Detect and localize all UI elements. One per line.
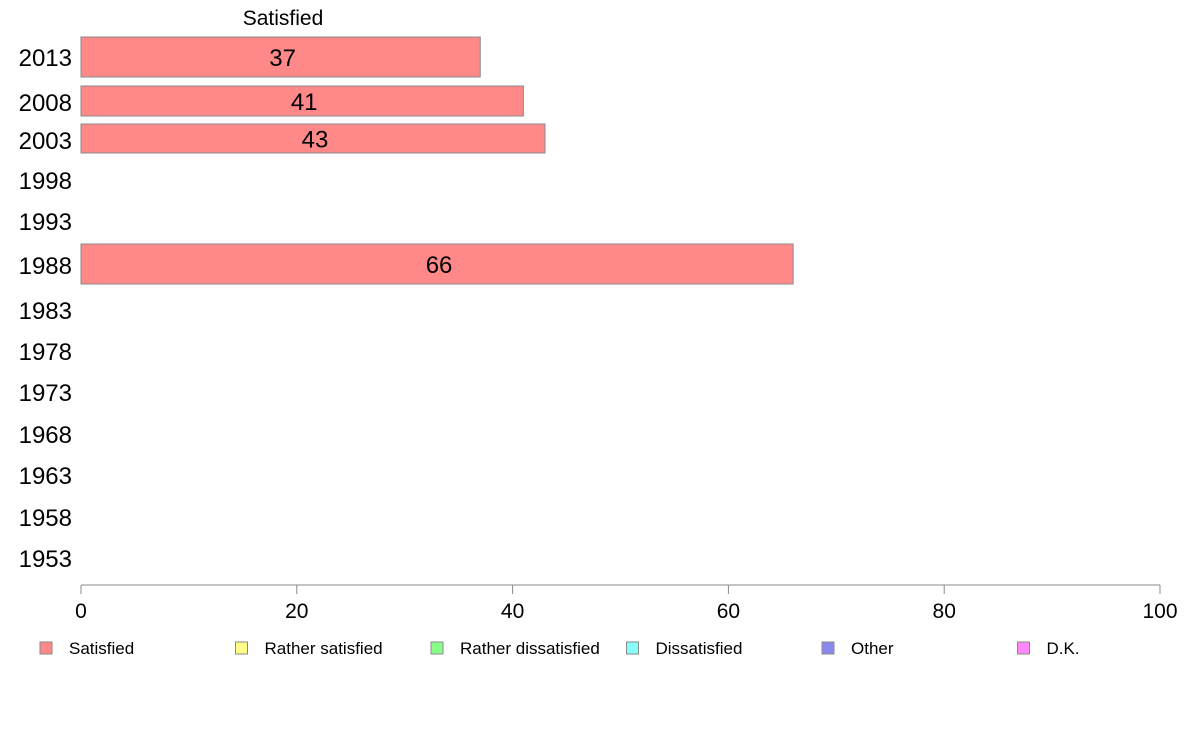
bar [80, 243, 794, 285]
y-tick-label: 1958 [19, 505, 72, 532]
legend-swatch [39, 641, 53, 655]
x-tick-label: 100 [1142, 600, 1177, 623]
legend-label: Rather satisfied [265, 639, 383, 658]
legend-label: Dissatisfied [656, 639, 743, 658]
legend-label: D.K. [1047, 639, 1080, 658]
legend: Satisfied Rather satisfied Rather dissatis… [39, 639, 1080, 658]
legend-swatch [626, 641, 639, 655]
bar-value-label: 43 [302, 127, 329, 154]
bar-value-label: 37 [269, 45, 296, 72]
bar [80, 123, 546, 154]
y-tick-label: 1963 [19, 463, 72, 490]
series-header: Satisfied [243, 7, 324, 30]
y-tick-label: 2003 [19, 128, 72, 155]
y-tick-labels: 2013 2008 2003 1998 1993 1988 1983 1978 1973 1968… [19, 45, 72, 573]
x-tick-label: 20 [285, 600, 308, 623]
y-tick-label: 1993 [19, 209, 72, 236]
x-tick-label: 80 [933, 600, 956, 623]
legend-swatch [821, 641, 835, 655]
y-tick-label: 1968 [19, 422, 72, 449]
x-axis: 0 20 40 60 80 100 [75, 584, 1178, 623]
y-tick-label: 1973 [19, 380, 72, 407]
legend-label: Rather dissatisfied [460, 639, 600, 658]
bar-value-label: 41 [291, 89, 318, 116]
y-tick-label: 1983 [19, 298, 72, 325]
bar [80, 36, 481, 78]
legend-swatch [1017, 641, 1030, 655]
legend-label: Satisfied [69, 639, 134, 658]
legend-swatch [235, 641, 248, 655]
y-tick-label: 1998 [19, 168, 72, 195]
x-tick-label: 40 [501, 600, 524, 623]
bar-value-label: 66 [426, 252, 453, 279]
y-tick-label: 1953 [19, 546, 72, 573]
y-tick-label: 1978 [19, 339, 72, 366]
bars-group: 37 41 43 66 [80, 36, 794, 285]
legend-label: Other [851, 639, 894, 658]
x-tick-label: 0 [75, 600, 87, 623]
y-tick-label: 2008 [19, 90, 72, 117]
bar [80, 85, 524, 117]
y-tick-label: 1988 [19, 253, 72, 280]
y-tick-label: 2013 [19, 45, 72, 72]
x-tick-label: 60 [717, 600, 740, 623]
legend-swatch [430, 641, 444, 655]
